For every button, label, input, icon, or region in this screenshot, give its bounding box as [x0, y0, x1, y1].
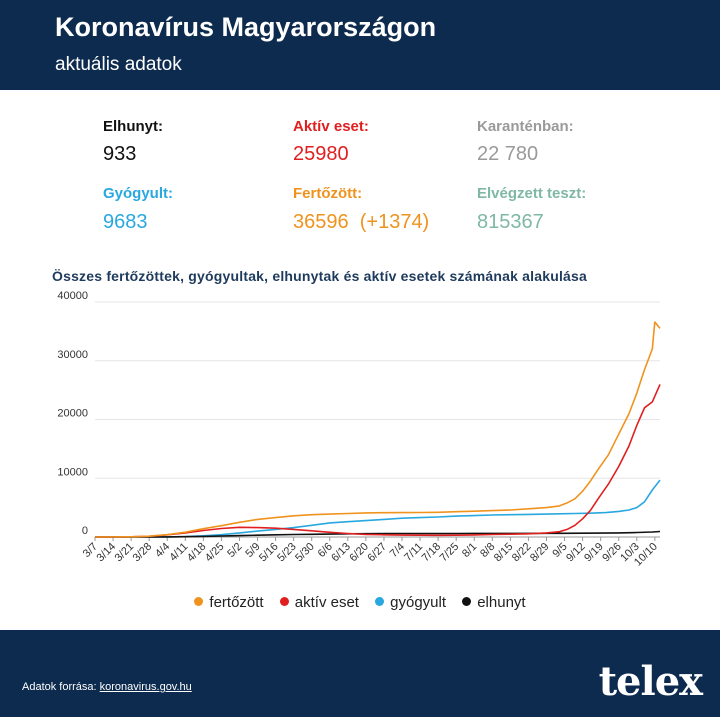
- stat-value-deaths: 933: [103, 143, 137, 165]
- stat-label-recovered: Gyógyult:: [103, 185, 173, 202]
- series-line-0: [94, 321, 661, 538]
- page-title: Koronavírus Magyarországon: [55, 12, 437, 42]
- data-source: Adatok forrása: koronavirus.gov.hu: [22, 681, 192, 693]
- series-line-2: [95, 479, 661, 538]
- stat-value-infected: 36596 (+1374): [293, 211, 430, 233]
- x-axis: 3/73/143/213/284/44/114/184/255/25/95/16…: [81, 536, 660, 569]
- legend-dot-icon: [279, 597, 289, 606]
- source-link[interactable]: koronavirus.gov.hu: [99, 681, 192, 693]
- y-tick-label: 20000: [57, 408, 88, 420]
- legend-dot-icon: [462, 597, 472, 606]
- legend-dot-icon: [194, 597, 204, 606]
- legend-label: elhunyt: [477, 594, 526, 611]
- x-tick-label: 3/28: [131, 541, 155, 565]
- stat-label-quarantine: Karanténban:: [477, 118, 574, 135]
- footer-banner: Adatok forrása: koronavirus.gov.hu telex: [0, 630, 720, 717]
- y-tick-label: 0: [82, 525, 88, 537]
- stat-label-deaths: Elhunyt:: [103, 118, 163, 135]
- legend-label: fertőzött: [209, 594, 264, 611]
- legend-label: aktív eset: [294, 594, 359, 611]
- x-tick-label: 5/30: [293, 541, 317, 565]
- series-line-1: [94, 384, 661, 538]
- stat-value-recovered: 9683: [103, 211, 148, 233]
- stat-label-infected: Fertőzött:: [293, 185, 363, 202]
- x-tick-label: 6/27: [365, 541, 389, 565]
- legend-dot-icon: [375, 597, 385, 606]
- x-tick-label: 8/1: [460, 541, 479, 560]
- page-subtitle: aktuális adatok: [55, 54, 182, 75]
- x-tick-label: 8/29: [528, 541, 552, 565]
- legend-item-recovered: gyógyult: [375, 594, 446, 611]
- stat-value-quarantine: 22 780: [477, 143, 539, 165]
- legend-label: gyógyult: [390, 594, 447, 611]
- x-tick-label: 7/25: [438, 541, 462, 565]
- y-tick-label: 10000: [57, 466, 88, 478]
- y-tick-label: 40000: [57, 290, 88, 302]
- legend-item-active: aktív eset: [279, 594, 359, 611]
- legend-item-infected: fertőzött: [194, 594, 264, 611]
- chart-legend: fertőzött aktív eset gyógyult elhunyt: [0, 594, 720, 611]
- x-tick-label: 4/25: [203, 541, 227, 565]
- line-chart: 0 10000 20000 30000 40000 3/73/143/213/284/4…: [57, 290, 661, 569]
- x-tick-label: 5/2: [225, 541, 244, 560]
- stat-label-tests: Elvégzett teszt:: [477, 185, 587, 202]
- x-tick-label: 7/11: [402, 541, 425, 564]
- source-label: Adatok forrása:: [22, 681, 97, 693]
- chart-grid: [95, 301, 660, 538]
- chart-series: [94, 321, 661, 538]
- x-tick-label: 4/11: [167, 541, 190, 564]
- stat-value-active: 25980: [293, 143, 349, 165]
- stat-value-tests: 815367: [477, 211, 544, 233]
- stat-label-active: Aktív eset:: [293, 118, 369, 135]
- y-axis: 0 10000 20000 30000 40000: [57, 290, 88, 537]
- legend-item-deaths: elhunyt: [462, 594, 526, 611]
- telex-logo: telex: [598, 658, 703, 705]
- y-tick-label: 30000: [57, 349, 88, 361]
- series-line-3: [94, 530, 661, 538]
- header-banner: Koronavírus Magyarországon aktuális adat…: [0, 0, 720, 90]
- chart-title: Összes fertőzöttek, gyógyultak, elhunyta…: [52, 268, 587, 284]
